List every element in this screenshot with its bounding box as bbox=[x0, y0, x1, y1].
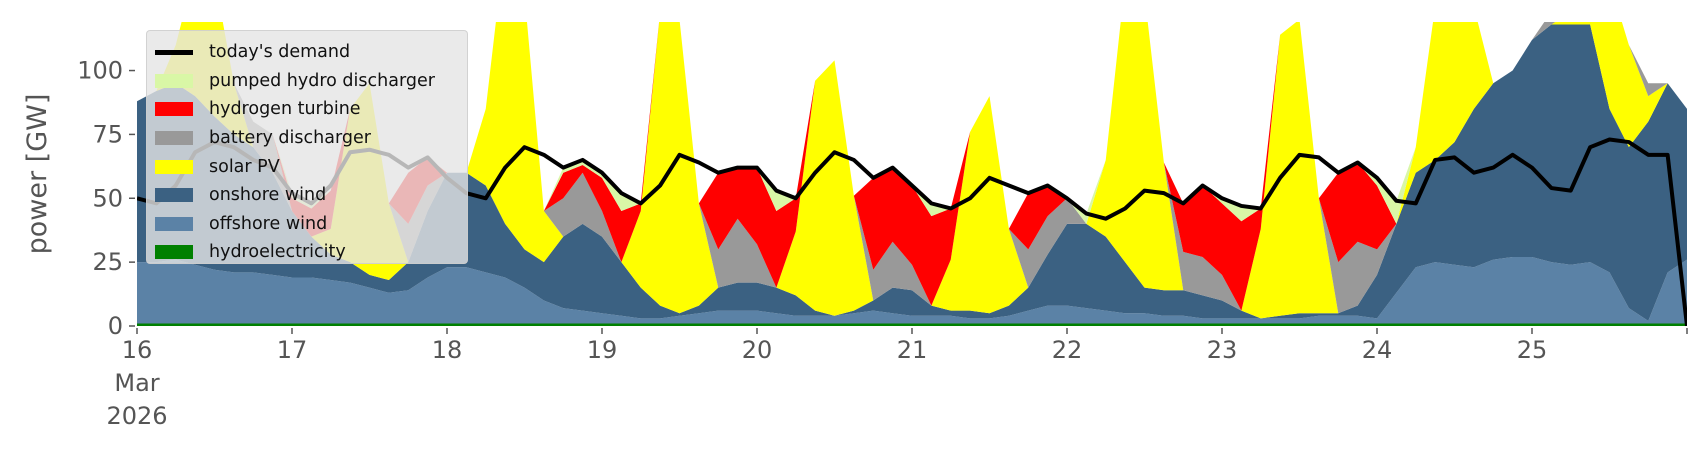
legend-item-pumped-hydro: pumped hydro discharger bbox=[155, 67, 467, 96]
x-tick-label: 24 bbox=[1362, 336, 1393, 364]
legend-label: today's demand bbox=[209, 42, 351, 63]
area-offshore-wind bbox=[137, 257, 1687, 324]
x-tick-label: 22 bbox=[1052, 336, 1083, 364]
legend-line-swatch bbox=[155, 49, 193, 55]
legend-label: offshore wind bbox=[209, 213, 328, 234]
area-hydroelectricity bbox=[137, 323, 1687, 326]
y-tick-label: 25 bbox=[92, 248, 123, 276]
legend-label: hydrogen turbine bbox=[209, 99, 361, 120]
x-tick-label: 23 bbox=[1207, 336, 1238, 364]
x-tick-label: 25 bbox=[1517, 336, 1548, 364]
x-tick-label: 19 bbox=[587, 336, 618, 364]
x-tick-label: 16 bbox=[122, 336, 153, 364]
legend-swatch bbox=[155, 216, 193, 231]
x-tick-year: 2026 bbox=[106, 402, 167, 430]
y-axis-label: power [GW] bbox=[22, 94, 53, 255]
y-tick-label: 75 bbox=[92, 120, 123, 148]
legend-item-battery: battery discharger bbox=[155, 124, 467, 153]
legend-swatch bbox=[155, 245, 193, 260]
legend-item-solar: solar PV bbox=[155, 152, 467, 181]
x-tick-month: Mar bbox=[114, 369, 159, 397]
legend-item-offshore: offshore wind bbox=[155, 210, 467, 239]
legend-item-onshore: onshore wind bbox=[155, 181, 467, 210]
axes: 0 25 50 75 100 16 Mar 2026 17 18 19 20 21 22 23 24 25 bbox=[77, 57, 1688, 430]
y-tick-label: 50 bbox=[92, 184, 123, 212]
legend-item-hydrogen: hydrogen turbine bbox=[155, 95, 467, 124]
legend-label: pumped hydro discharger bbox=[209, 70, 435, 91]
y-tick-label: 0 bbox=[108, 312, 123, 340]
legend-label: battery discharger bbox=[209, 128, 371, 149]
x-tick-label: 20 bbox=[742, 336, 773, 364]
y-tick-label: 100 bbox=[77, 57, 123, 85]
x-tick-label: 17 bbox=[277, 336, 308, 364]
legend-swatch bbox=[155, 159, 193, 174]
legend-label: solar PV bbox=[209, 156, 280, 177]
legend-swatch bbox=[155, 73, 193, 88]
legend-swatch bbox=[155, 131, 193, 146]
x-tick-label: 21 bbox=[897, 336, 928, 364]
legend-swatch bbox=[155, 102, 193, 117]
legend-item-demand: today's demand bbox=[155, 38, 467, 67]
legend-label: hydroelectricity bbox=[209, 242, 346, 263]
area-solar-pv bbox=[137, 22, 1687, 319]
legend-item-hydro: hydroelectricity bbox=[155, 238, 467, 267]
x-tick-label: 18 bbox=[432, 336, 463, 364]
legend: today's demand pumped hydro discharger h… bbox=[146, 30, 468, 264]
area-hydrogen-turbine bbox=[137, 22, 1687, 311]
legend-label: onshore wind bbox=[209, 185, 327, 206]
legend-swatch bbox=[155, 188, 193, 203]
